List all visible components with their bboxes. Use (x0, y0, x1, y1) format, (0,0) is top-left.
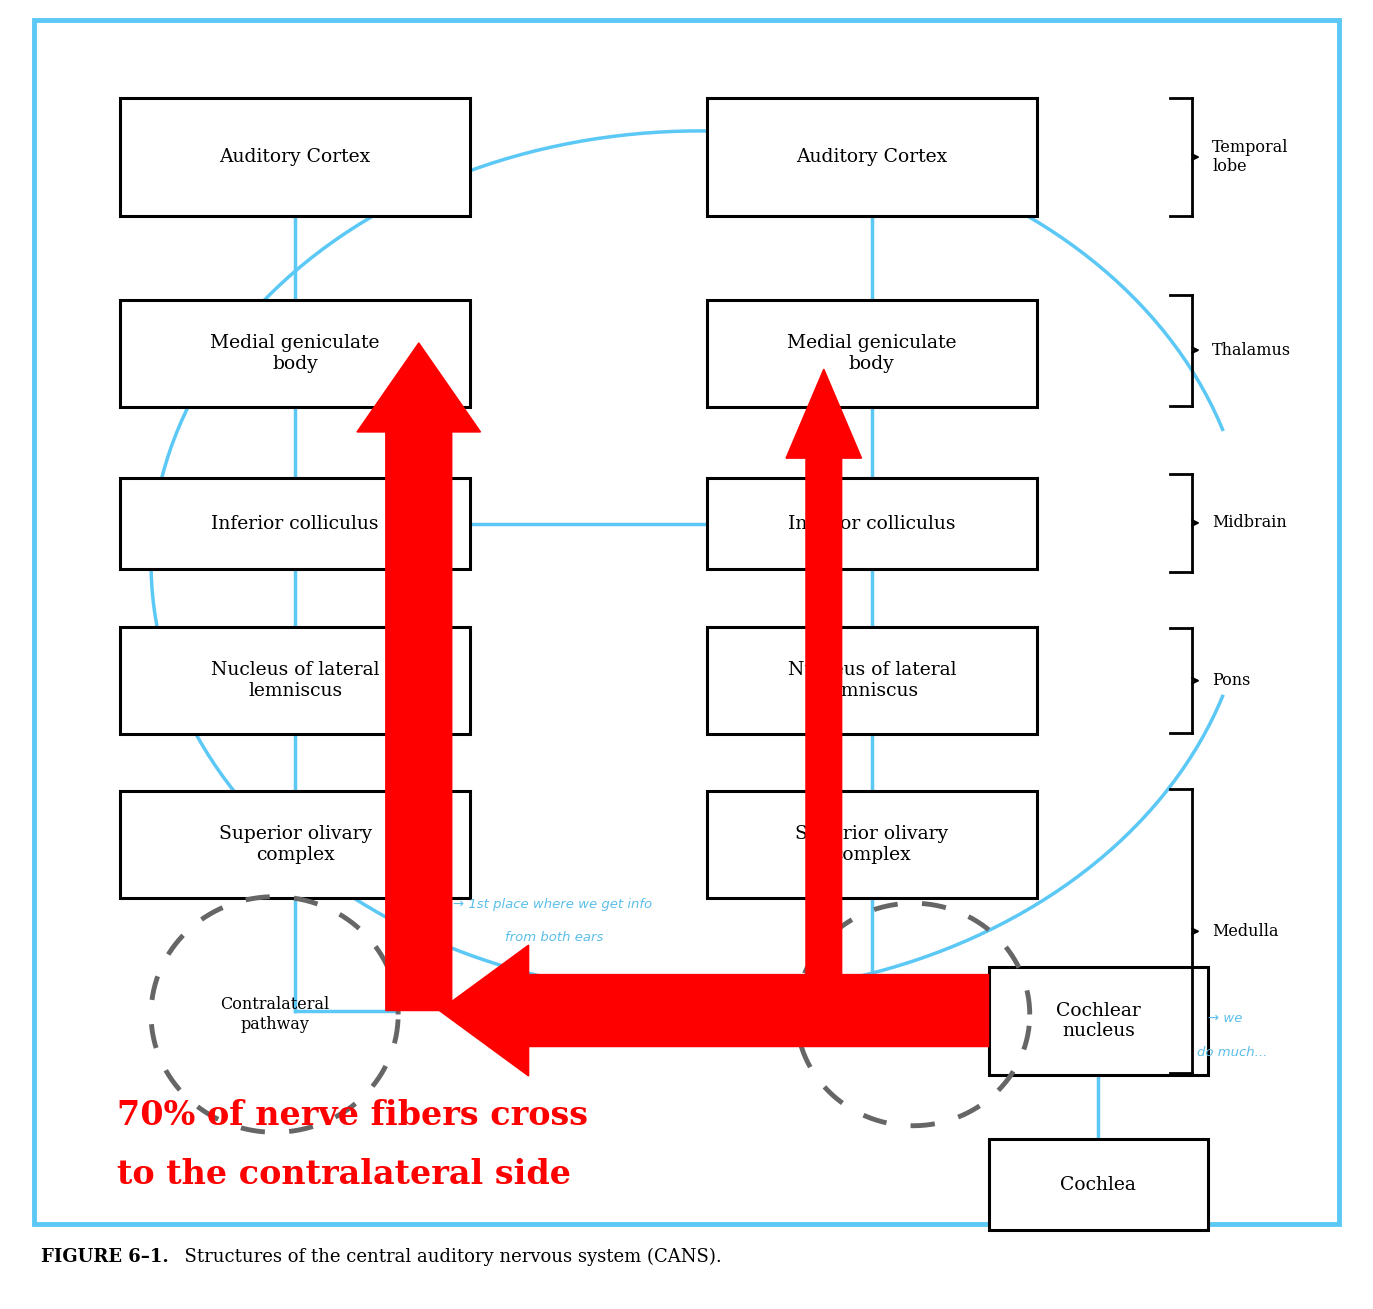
Text: 70% of nerve fibers cross: 70% of nerve fibers cross (117, 1098, 588, 1132)
Bar (707, 98, 1037, 216)
FancyArrow shape (357, 343, 481, 1011)
Text: Midbrain: Midbrain (1212, 514, 1287, 531)
Text: Nucleus of lateral
lemniscus: Nucleus of lateral lemniscus (788, 661, 956, 700)
Bar (989, 967, 1208, 1075)
Text: Contralateral
pathway: Contralateral pathway (220, 996, 330, 1033)
Text: → we: → we (1208, 1012, 1243, 1025)
Text: Ipsilateral
pathway: Ipsilateral pathway (872, 996, 954, 1033)
Bar (121, 791, 470, 898)
Bar (707, 300, 1037, 407)
Text: Medial geniculate
body: Medial geniculate body (210, 334, 380, 373)
Text: Inferior colliculus: Inferior colliculus (211, 514, 379, 533)
Text: Cochlear
nucleus: Cochlear nucleus (1056, 1001, 1141, 1041)
Text: Superior olivary
complex: Superior olivary complex (218, 825, 372, 864)
Bar (989, 1139, 1208, 1230)
Text: Nucleus of lateral
lemniscus: Nucleus of lateral lemniscus (211, 661, 379, 700)
Bar (121, 627, 470, 734)
Text: Medulla: Medulla (1212, 923, 1278, 940)
Text: Thalamus: Thalamus (1212, 342, 1292, 359)
Text: Temporal
lobe: Temporal lobe (1212, 139, 1289, 175)
Text: to the contralateral side: to the contralateral side (117, 1157, 571, 1191)
Bar (707, 478, 1037, 569)
Text: from both ears: from both ears (505, 931, 604, 944)
Bar (121, 98, 470, 216)
Bar (707, 791, 1037, 898)
Bar (121, 300, 470, 407)
Text: Medial geniculate
body: Medial geniculate body (787, 334, 957, 373)
Bar (121, 478, 470, 569)
Text: Trapezoid
body: Trapezoid body (568, 1009, 654, 1046)
Text: Pons: Pons (1212, 673, 1251, 689)
Text: do much...: do much... (1197, 1046, 1267, 1059)
Text: FIGURE 6–1.: FIGURE 6–1. (41, 1247, 169, 1266)
Text: → 1st place where we get info: → 1st place where we get info (453, 898, 652, 911)
Bar (707, 627, 1037, 734)
Text: Inferior colliculus: Inferior colliculus (788, 514, 956, 533)
FancyArrow shape (785, 369, 862, 1011)
Text: Auditory Cortex: Auditory Cortex (796, 148, 947, 166)
Text: Superior olivary
complex: Superior olivary complex (795, 825, 949, 864)
Text: Auditory Cortex: Auditory Cortex (220, 148, 371, 166)
Text: Structures of the central auditory nervous system (CANS).: Structures of the central auditory nervo… (173, 1247, 722, 1266)
Text: Cochlea: Cochlea (1060, 1175, 1137, 1194)
FancyArrow shape (439, 945, 989, 1076)
